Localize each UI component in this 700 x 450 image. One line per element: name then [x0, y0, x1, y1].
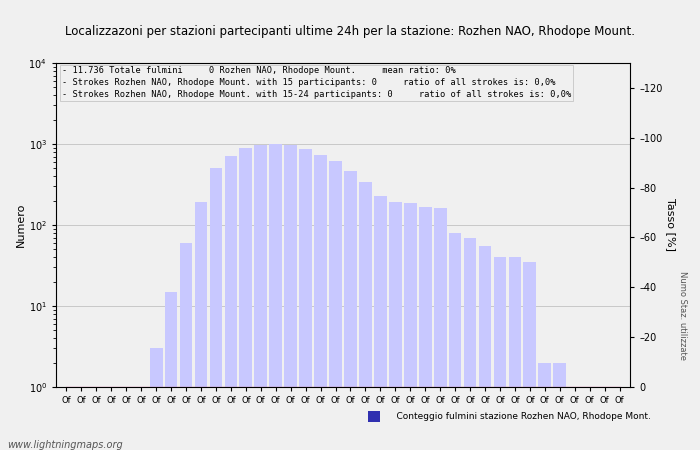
Bar [508, 257, 522, 450]
Bar [270, 144, 282, 450]
Bar [449, 233, 461, 450]
Bar [359, 182, 372, 450]
Bar [479, 246, 491, 450]
Bar [239, 148, 252, 450]
Bar [568, 387, 581, 450]
Bar [209, 168, 223, 450]
Bar [150, 348, 162, 450]
Text: Localizzazoni per stazioni partecipanti ultime 24h per la stazione: Rozhen NAO, : Localizzazoni per stazioni partecipanti … [65, 25, 635, 38]
Bar [524, 262, 536, 450]
Bar [254, 145, 267, 450]
Y-axis label: Numero: Numero [15, 203, 26, 247]
Bar [538, 363, 551, 450]
Text: - 11.736 Totale fulmini     0 Rozhen NAO, Rhodope Mount.     mean ratio: 0%
- St: - 11.736 Totale fulmini 0 Rozhen NAO, Rh… [62, 66, 571, 99]
Bar [434, 208, 447, 450]
Bar [284, 145, 297, 450]
Text: Conteggio fulmini stazione Rozhen NAO, Rhodope Mont.: Conteggio fulmini stazione Rozhen NAO, R… [385, 412, 651, 421]
Bar [329, 161, 342, 450]
Bar [300, 149, 312, 450]
Legend: Conteggio fulmini (rete), Conteggio fulmini stazione Rozhen NAO, Rhodope Mont.: Conteggio fulmini (rete), Conteggio fulm… [56, 448, 336, 450]
Bar [554, 363, 566, 450]
Bar [314, 155, 327, 450]
Bar [164, 292, 178, 450]
Text: www.lightningmaps.org: www.lightningmaps.org [7, 440, 122, 450]
Bar [225, 156, 237, 450]
Bar [180, 243, 193, 450]
Bar [404, 203, 416, 450]
Bar [419, 207, 432, 450]
Bar [344, 171, 357, 450]
Bar [389, 202, 402, 450]
Bar [195, 202, 207, 450]
Bar [494, 257, 506, 450]
Bar [463, 238, 477, 450]
Y-axis label: Tasso [%]: Tasso [%] [666, 198, 676, 252]
Bar [374, 196, 386, 450]
Text: Numo Staz. utilizzate: Numo Staz. utilizzate [678, 271, 687, 360]
